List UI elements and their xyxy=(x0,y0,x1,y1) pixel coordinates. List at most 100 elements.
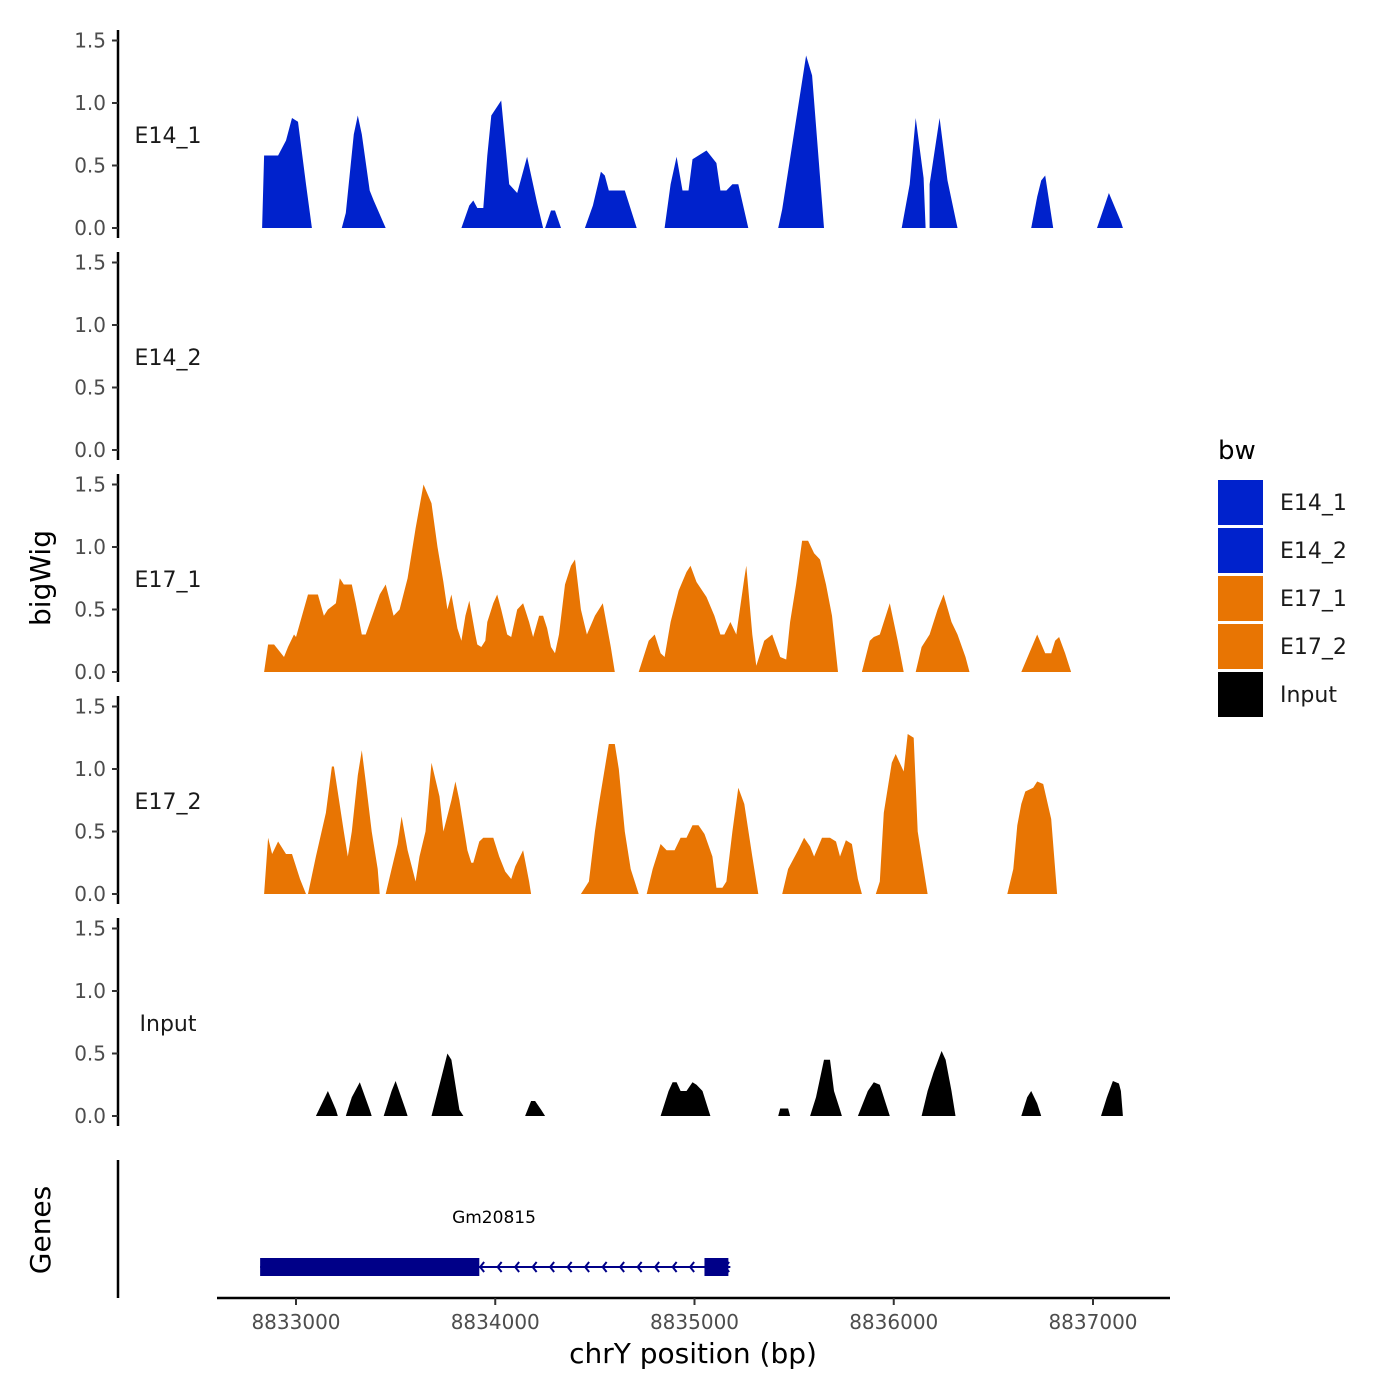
track-e17-2: 0.0 0.5 1.0 1.5 E17_2 xyxy=(74,695,1058,906)
coverage-peak xyxy=(778,55,824,228)
y-tick-label: 0.5 xyxy=(74,598,106,622)
legend-swatch xyxy=(1218,480,1263,525)
coverage-peak xyxy=(921,1051,956,1116)
coverage-peak xyxy=(345,1082,372,1116)
gene-label: Gm20815 xyxy=(452,1208,536,1228)
gene-exon xyxy=(704,1258,729,1276)
strand-arrow xyxy=(636,1261,643,1273)
legend-title: bw xyxy=(1218,436,1256,466)
coverage-peak xyxy=(1007,781,1058,894)
coverage-peak xyxy=(915,594,970,672)
coverage-peak xyxy=(308,750,380,894)
track-label: E17_2 xyxy=(135,790,202,815)
legend-label: E17_1 xyxy=(1280,587,1347,612)
coverage-peak xyxy=(660,1082,711,1116)
y-tick-label: 0.0 xyxy=(74,216,106,240)
coverage-peak xyxy=(929,118,958,228)
coverage-peak xyxy=(1021,634,1072,672)
coverage-peak xyxy=(810,1059,842,1116)
coverage-peak xyxy=(262,118,312,228)
strand-arrow xyxy=(531,1261,538,1273)
legend: bw E14_1 E14_2 E17_1 E17_2 Input xyxy=(1218,436,1347,717)
strand-arrow xyxy=(688,1261,695,1273)
legend-swatch xyxy=(1218,624,1263,669)
strand-arrow xyxy=(653,1261,660,1273)
coverage-peak xyxy=(545,210,561,228)
coverage-peak xyxy=(385,762,532,894)
coverage-peak xyxy=(1101,1081,1123,1116)
y-tick-label: 1.5 xyxy=(74,473,106,497)
y-tick-label: 0.0 xyxy=(74,1104,106,1128)
legend-label: Input xyxy=(1280,683,1337,708)
strand-arrow xyxy=(671,1261,678,1273)
coverage-peak xyxy=(664,150,749,228)
legend-label: E17_2 xyxy=(1280,635,1347,660)
coverage-peak xyxy=(901,118,926,228)
y-tick-label: 1.5 xyxy=(74,917,106,941)
x-tick-label: 8837000 xyxy=(1048,1310,1137,1334)
legend-swatch xyxy=(1218,672,1263,717)
coverage-peak xyxy=(861,603,904,672)
y-tick-label: 0.0 xyxy=(74,438,106,462)
strand-arrow xyxy=(583,1261,590,1273)
y-tick-label: 0.0 xyxy=(74,660,106,684)
coverage-peak xyxy=(857,1082,890,1116)
coverage-peak xyxy=(646,787,759,894)
strand-arrow xyxy=(478,1261,485,1273)
genes-axis-title: Genes xyxy=(24,1186,57,1274)
strand-arrow xyxy=(618,1261,625,1273)
coverage-peak xyxy=(584,171,637,228)
x-tick-label: 8836000 xyxy=(849,1310,938,1334)
coverage-peak xyxy=(778,1108,791,1116)
y-tick-label: 0.5 xyxy=(74,1042,106,1066)
track-e14-1: 0.0 0.5 1.0 1.5 E14_1 xyxy=(74,29,1123,240)
y-tick-label: 1.0 xyxy=(74,979,106,1003)
coverage-peak xyxy=(461,100,544,228)
strand-arrow xyxy=(496,1261,503,1273)
legend-swatch xyxy=(1218,576,1263,621)
coverage-peak xyxy=(1021,1091,1042,1116)
y-tick-label: 1.0 xyxy=(74,313,106,337)
coverage-tracks: 0.0 0.5 1.0 1.5 E14_1 0.0 0.5 1.0 1.5 E14_2 0.0 0.5… xyxy=(74,29,1123,1128)
coverage-peak xyxy=(1097,193,1123,228)
strand-arrow xyxy=(566,1261,573,1273)
track-label: Input xyxy=(140,1012,197,1037)
track-e17-1: 0.0 0.5 1.0 1.5 E17_1 xyxy=(74,473,1072,684)
y-tick-label: 0.0 xyxy=(74,882,106,906)
gene-gm20815: Gm20815 xyxy=(260,1208,731,1276)
coverage-peak xyxy=(525,1101,546,1116)
coverage-peak xyxy=(264,484,615,672)
track-label: E17_1 xyxy=(135,568,202,593)
y-tick-label: 1.5 xyxy=(74,695,106,719)
x-axis-title: chrY position (bp) xyxy=(569,1337,817,1370)
y-axis-title: bigWig xyxy=(24,530,57,626)
y-tick-label: 0.5 xyxy=(74,376,106,400)
y-tick-label: 1.0 xyxy=(74,91,106,115)
y-tick-label: 1.0 xyxy=(74,535,106,559)
coverage-peak xyxy=(383,1081,408,1116)
coverage-peak xyxy=(341,115,386,228)
y-tick-label: 1.0 xyxy=(74,757,106,781)
coverage-peak xyxy=(264,837,306,894)
y-tick-label: 1.5 xyxy=(74,29,106,53)
legend-label: E14_2 xyxy=(1280,539,1347,564)
coverage-peak xyxy=(431,1053,464,1116)
coverage-peak xyxy=(1031,175,1054,228)
y-tick-label: 0.5 xyxy=(74,154,106,178)
track-label: E14_1 xyxy=(135,124,202,149)
legend-label: E14_1 xyxy=(1280,491,1347,516)
coverage-peak xyxy=(580,744,639,894)
coverage-peak xyxy=(875,734,928,894)
strand-arrow xyxy=(548,1261,555,1273)
gene-track: Gm20815 xyxy=(116,1160,731,1298)
coverage-peak xyxy=(638,540,838,672)
track-input: 0.0 0.5 1.0 1.5 Input xyxy=(74,917,1123,1128)
track-label: E14_2 xyxy=(135,346,202,371)
gene-exon xyxy=(260,1258,480,1276)
x-axis: 8833000 8834000 8835000 8836000 8837000 xyxy=(217,1296,1170,1334)
track-e14-2: 0.0 0.5 1.0 1.5 E14_2 xyxy=(74,251,201,463)
x-tick-label: 8834000 xyxy=(451,1310,540,1334)
y-tick-label: 0.5 xyxy=(74,820,106,844)
x-tick-label: 8833000 xyxy=(251,1310,340,1334)
